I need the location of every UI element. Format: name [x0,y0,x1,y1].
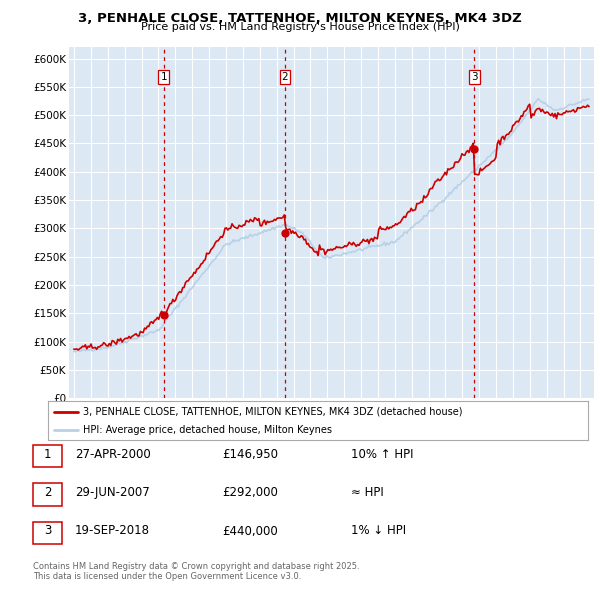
Text: 2: 2 [44,486,51,499]
Text: 19-SEP-2018: 19-SEP-2018 [75,525,150,537]
Text: £292,000: £292,000 [222,486,278,499]
Text: £440,000: £440,000 [222,525,278,537]
Text: 3, PENHALE CLOSE, TATTENHOE, MILTON KEYNES, MK4 3DZ: 3, PENHALE CLOSE, TATTENHOE, MILTON KEYN… [78,12,522,25]
Text: 27-APR-2000: 27-APR-2000 [75,448,151,461]
Text: 3: 3 [471,72,478,82]
Text: £146,950: £146,950 [222,448,278,461]
Text: 29-JUN-2007: 29-JUN-2007 [75,486,150,499]
Text: 3: 3 [44,525,51,537]
Text: Price paid vs. HM Land Registry's House Price Index (HPI): Price paid vs. HM Land Registry's House … [140,22,460,32]
Text: 3, PENHALE CLOSE, TATTENHOE, MILTON KEYNES, MK4 3DZ (detached house): 3, PENHALE CLOSE, TATTENHOE, MILTON KEYN… [83,407,463,417]
Text: 1% ↓ HPI: 1% ↓ HPI [351,525,406,537]
Text: 10% ↑ HPI: 10% ↑ HPI [351,448,413,461]
Text: 1: 1 [161,72,167,82]
Text: HPI: Average price, detached house, Milton Keynes: HPI: Average price, detached house, Milt… [83,425,332,435]
Text: 1: 1 [44,448,51,461]
Text: 2: 2 [281,72,288,82]
Text: Contains HM Land Registry data © Crown copyright and database right 2025.: Contains HM Land Registry data © Crown c… [33,562,359,571]
Text: ≈ HPI: ≈ HPI [351,486,384,499]
Text: This data is licensed under the Open Government Licence v3.0.: This data is licensed under the Open Gov… [33,572,301,581]
